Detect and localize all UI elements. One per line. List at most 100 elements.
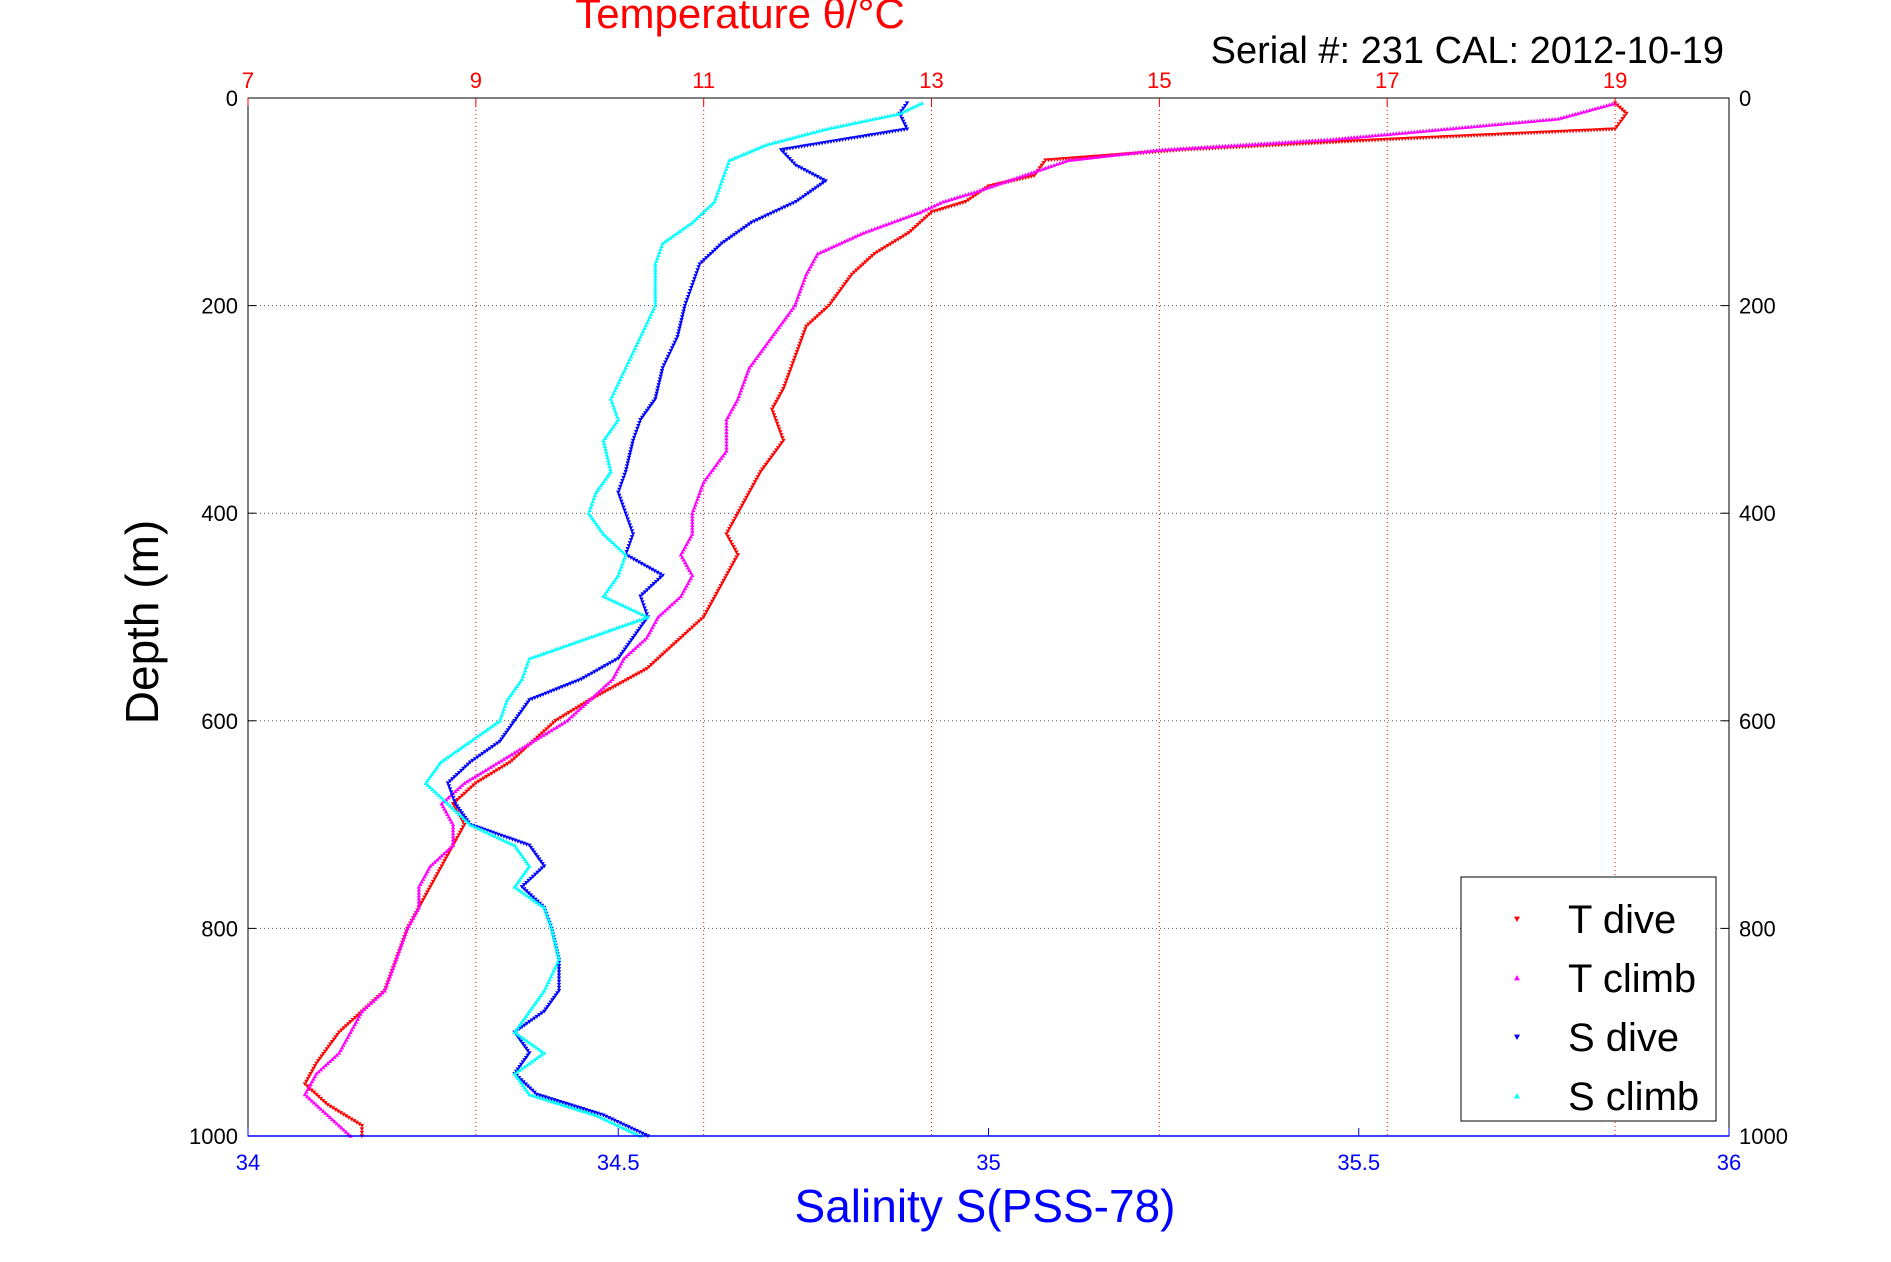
data-point — [600, 691, 605, 696]
data-point — [473, 781, 479, 786]
data-point — [346, 1032, 352, 1037]
data-point — [797, 341, 803, 346]
data-point — [1495, 122, 1501, 126]
data-point — [913, 224, 918, 229]
data-point — [425, 890, 430, 895]
data-point — [901, 234, 906, 239]
data-point — [422, 874, 427, 879]
data-point — [555, 646, 560, 651]
data-point — [842, 282, 847, 287]
data-point — [608, 396, 614, 401]
data-point — [1588, 128, 1594, 133]
data-point — [607, 466, 613, 471]
data-point — [850, 121, 855, 126]
data-point — [589, 502, 595, 507]
data-point — [852, 234, 858, 239]
data-point — [453, 789, 458, 794]
data-point — [644, 588, 650, 593]
data-point — [527, 1092, 532, 1097]
data-point — [556, 976, 562, 981]
data-point — [639, 669, 644, 674]
data-point — [1495, 132, 1501, 137]
data-point — [443, 799, 448, 804]
data-point — [669, 602, 674, 607]
data-point — [1121, 151, 1127, 156]
data-point — [556, 988, 562, 993]
data-point — [1289, 139, 1294, 144]
data-point — [902, 108, 908, 113]
data-point — [539, 866, 545, 871]
data-point — [741, 152, 746, 157]
data-point — [548, 723, 554, 728]
data-point — [706, 472, 712, 477]
data-point — [522, 870, 527, 875]
data-point — [635, 340, 640, 345]
data-point — [559, 685, 565, 690]
data-point — [628, 555, 634, 560]
data-point — [882, 245, 888, 250]
data-point — [1034, 168, 1040, 173]
data-point — [1555, 129, 1561, 134]
data-point — [772, 416, 778, 421]
data-point — [817, 312, 823, 317]
data-point — [452, 799, 457, 804]
data-point — [645, 632, 651, 637]
data-point — [583, 701, 588, 706]
data-point — [660, 610, 665, 615]
data-point — [336, 1123, 342, 1128]
data-point — [532, 1043, 537, 1048]
data-point — [699, 260, 705, 265]
data-point — [346, 1131, 351, 1136]
data-point — [754, 477, 759, 482]
data-point — [1361, 134, 1366, 139]
data-point — [626, 520, 632, 525]
bottom-tick-label: 35 — [976, 1150, 1000, 1175]
data-point — [603, 449, 609, 454]
data-point — [901, 106, 906, 111]
data-point — [528, 845, 534, 850]
data-point — [729, 234, 734, 239]
data-point — [566, 642, 572, 647]
data-point — [351, 1119, 357, 1124]
data-point — [1421, 128, 1426, 133]
data-point — [517, 1068, 522, 1073]
data-point — [537, 868, 542, 873]
data-point — [741, 225, 747, 230]
data-point — [1412, 129, 1417, 134]
data-point — [1609, 127, 1615, 132]
data-point — [522, 887, 527, 892]
data-point — [908, 229, 914, 234]
data-point — [606, 587, 611, 592]
data-point — [564, 1104, 570, 1108]
data-point — [1415, 129, 1420, 134]
data-point — [461, 816, 466, 821]
data-point — [675, 230, 680, 235]
data-point — [446, 814, 451, 819]
data-point — [812, 173, 818, 178]
data-point — [1351, 139, 1357, 144]
data-point — [515, 1067, 521, 1072]
data-point — [518, 1039, 524, 1044]
data-point — [450, 834, 456, 839]
data-point — [885, 113, 890, 118]
data-point — [983, 186, 988, 191]
data-point — [719, 241, 725, 246]
data-point — [597, 485, 602, 490]
data-point — [483, 768, 488, 773]
data-point — [522, 705, 527, 710]
data-point — [1373, 133, 1378, 138]
data-point — [304, 1089, 309, 1094]
data-point — [550, 998, 555, 1003]
data-point — [433, 767, 438, 771]
data-point — [796, 165, 801, 170]
data-point — [491, 763, 496, 768]
data-point — [712, 594, 718, 599]
data-point — [1003, 179, 1008, 184]
data-point — [1519, 119, 1525, 124]
data-point — [812, 256, 817, 261]
data-point — [588, 505, 593, 510]
data-point — [318, 1067, 324, 1072]
data-point — [580, 637, 586, 642]
data-point — [519, 1078, 524, 1083]
data-point — [1543, 130, 1549, 135]
